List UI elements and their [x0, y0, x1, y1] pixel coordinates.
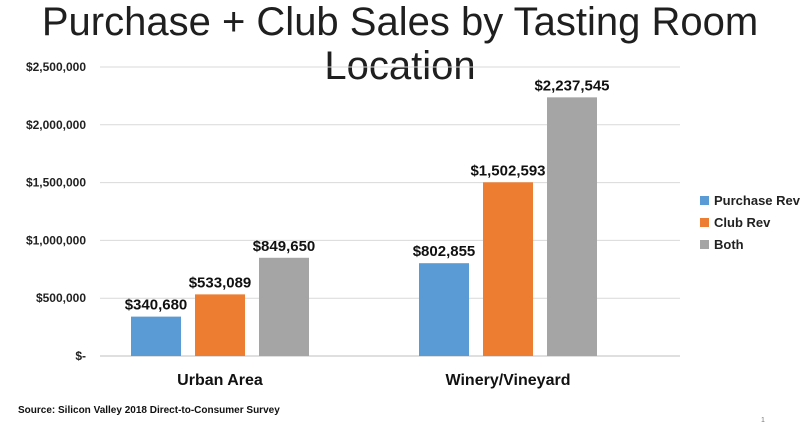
source-note: Source: Silicon Valley 2018 Direct-to-Co… [18, 405, 280, 416]
chart-title: Purchase + Club Sales by Tasting Room Lo… [41, 0, 759, 88]
legend-swatch [700, 240, 709, 249]
legend-label: Both [714, 237, 744, 252]
legend-label: Purchase Rev [714, 193, 800, 208]
bar [131, 316, 181, 356]
y-tick-label: $- [75, 349, 86, 363]
legend-label: Club Rev [714, 215, 771, 230]
data-label: $802,855 [413, 243, 476, 260]
y-tick-label: $500,000 [36, 291, 86, 305]
x-category-label: Winery/Vineyard [446, 372, 571, 389]
page-number: 1 [761, 417, 765, 424]
data-label: $2,237,545 [534, 77, 609, 94]
bar [547, 97, 597, 357]
data-label: $533,089 [189, 274, 252, 291]
x-category-label: Urban Area [177, 372, 263, 389]
y-tick-label: $2,500,000 [26, 60, 86, 74]
legend-swatch [700, 196, 709, 205]
y-tick-label: $1,000,000 [26, 233, 86, 247]
bar [483, 182, 533, 356]
y-tick-label: $1,500,000 [26, 176, 86, 190]
legend-swatch [700, 218, 709, 227]
data-label: $849,650 [253, 238, 316, 255]
y-tick-label: $2,000,000 [26, 118, 86, 132]
bar [259, 257, 309, 356]
data-label: $340,680 [125, 297, 188, 314]
bar [419, 263, 469, 356]
data-label: $1,502,593 [470, 162, 545, 179]
bar [195, 294, 245, 356]
